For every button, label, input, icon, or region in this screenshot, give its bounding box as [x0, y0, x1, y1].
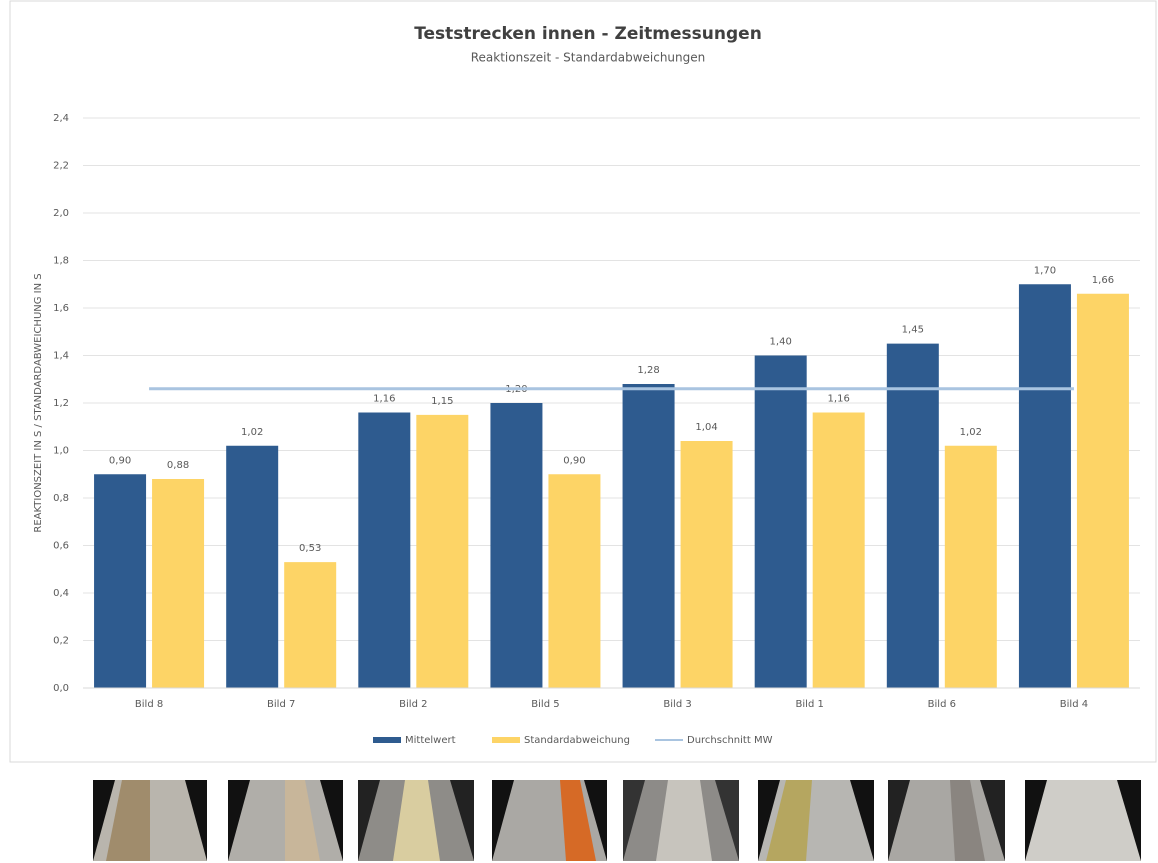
y-tick-label: 0,8 — [53, 493, 69, 504]
x-tick-label: Bild 4 — [1060, 699, 1088, 710]
legend-label: Standardabweichung — [524, 735, 630, 746]
x-tick-label: Bild 5 — [531, 699, 559, 710]
bar — [416, 414, 469, 688]
value-label: 0,90 — [109, 455, 131, 466]
thumbnail — [758, 780, 874, 861]
value-label: 1,28 — [637, 365, 659, 376]
x-tick-label: Bild 1 — [796, 699, 824, 710]
thumbnail — [228, 780, 343, 861]
value-label: 1,40 — [770, 337, 792, 348]
bar — [490, 403, 543, 688]
thumbnail — [888, 780, 1005, 861]
y-axis-label: REAKTIONSZEIT IN S / STANDARDABWEICHUNG … — [33, 273, 44, 532]
y-tick-label: 1,4 — [53, 351, 69, 362]
bar — [622, 384, 675, 688]
thumbnails — [93, 780, 1141, 861]
y-tick-label: 1,6 — [53, 303, 69, 314]
thumbnail — [623, 780, 739, 861]
value-label: 1,16 — [828, 394, 850, 405]
bar — [1018, 284, 1071, 688]
bar — [548, 474, 601, 688]
value-label: 0,88 — [167, 460, 189, 471]
x-tick-label: Bild 3 — [663, 699, 691, 710]
bar — [754, 355, 807, 688]
value-label: 1,04 — [695, 422, 717, 433]
value-label: 1,70 — [1034, 265, 1056, 276]
x-tick-label: Bild 8 — [135, 699, 163, 710]
thumbnail — [1025, 780, 1141, 861]
value-label: 1,16 — [373, 394, 395, 405]
y-tick-label: 1,0 — [53, 446, 69, 457]
bar — [680, 441, 733, 688]
chart-subtitle: Reaktionszeit - Standardabweichungen — [471, 51, 706, 65]
bar — [94, 474, 147, 688]
chart-title: Teststrecken innen - Zeitmessungen — [414, 24, 762, 44]
legend-label: Durchschnitt MW — [687, 735, 773, 746]
bar — [152, 479, 205, 688]
bar — [944, 445, 997, 688]
bar — [812, 412, 865, 688]
value-label: 0,53 — [299, 543, 321, 554]
legend-swatch — [373, 737, 401, 743]
value-label: 1,02 — [960, 427, 982, 438]
y-tick-label: 1,8 — [53, 256, 69, 267]
value-label: 1,02 — [241, 427, 263, 438]
legend-label: Mittelwert — [405, 735, 456, 746]
y-tick-label: 0,0 — [53, 683, 69, 694]
value-label: 1,45 — [902, 325, 924, 336]
bar — [1076, 293, 1129, 688]
bar — [284, 562, 337, 688]
y-tick-label: 2,4 — [53, 113, 69, 124]
bar — [226, 445, 279, 688]
thumbnail — [93, 780, 207, 861]
thumbnail — [358, 780, 474, 861]
value-label: 1,66 — [1092, 275, 1114, 286]
value-label: 1,15 — [431, 396, 453, 407]
y-tick-label: 0,6 — [53, 541, 69, 552]
y-tick-label: 2,0 — [53, 208, 69, 219]
x-tick-label: Bild 6 — [928, 699, 956, 710]
legend-swatch — [492, 737, 520, 743]
y-tick-label: 1,2 — [53, 398, 69, 409]
y-tick-label: 0,2 — [53, 636, 69, 647]
y-tick-label: 0,4 — [53, 588, 69, 599]
thumbnail — [492, 780, 607, 861]
bar — [886, 343, 939, 688]
x-tick-label: Bild 2 — [399, 699, 427, 710]
y-tick-label: 2,2 — [53, 161, 69, 172]
x-tick-label: Bild 7 — [267, 699, 295, 710]
bar — [358, 412, 411, 688]
value-label: 0,90 — [563, 455, 585, 466]
